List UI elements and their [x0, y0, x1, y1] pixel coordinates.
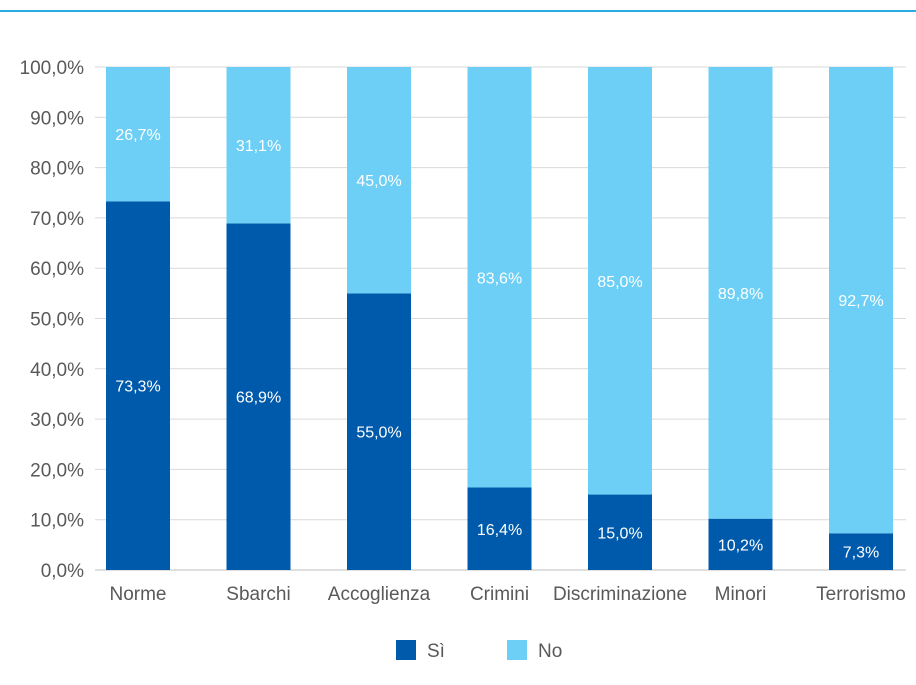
data-label: 68,9%	[236, 390, 281, 407]
bar-si	[588, 494, 652, 570]
data-label: 31,1%	[236, 138, 281, 155]
bar-no	[347, 67, 411, 294]
data-label: 92,7%	[838, 293, 883, 310]
y-tick-label: 20,0%	[30, 460, 84, 481]
bar-si	[467, 487, 532, 570]
bar-no	[467, 67, 532, 488]
legend-label-si: Sì	[427, 641, 445, 662]
bar-no	[226, 67, 291, 224]
y-tick-label: 10,0%	[30, 511, 84, 532]
y-tick-label: 80,0%	[30, 159, 84, 180]
data-label: 7,3%	[843, 545, 879, 562]
x-category-label: Crimini	[470, 584, 529, 605]
bar-no	[106, 67, 170, 202]
data-label: 45,0%	[356, 173, 401, 190]
y-tick-label: 0,0%	[41, 561, 84, 582]
data-label: 26,7%	[115, 127, 160, 144]
bar-no	[829, 67, 893, 534]
data-label: 83,6%	[477, 270, 522, 287]
top-rule	[0, 10, 916, 12]
legend-label-no: No	[538, 641, 562, 662]
y-tick-label: 100,0%	[20, 58, 85, 79]
y-tick-label: 70,0%	[30, 209, 84, 230]
x-category-label: Minori	[715, 584, 767, 605]
data-label: 16,4%	[477, 522, 522, 539]
data-label: 55,0%	[356, 425, 401, 442]
bar-si	[708, 518, 773, 570]
legend-swatch-si	[396, 640, 416, 660]
x-category-label: Norme	[109, 584, 166, 605]
x-category-label: Discriminazione	[553, 584, 687, 605]
data-label: 15,0%	[597, 525, 642, 542]
bar-si	[347, 293, 411, 570]
data-label: 85,0%	[597, 274, 642, 291]
y-tick-label: 40,0%	[30, 360, 84, 381]
y-tick-label: 60,0%	[30, 259, 84, 280]
bar-si	[226, 223, 291, 571]
y-tick-label: 90,0%	[30, 108, 84, 129]
y-axis: 0,0% 10,0% 20,0% 30,0% 40,0% 50,0% 60,0% 70,0% 8…	[20, 58, 85, 582]
x-category-label: Terrorismo	[816, 584, 906, 605]
bar-no	[708, 67, 773, 519]
legend: Sì No	[396, 640, 562, 662]
data-label: 73,3%	[115, 379, 160, 396]
x-axis: Norme Sbarchi Accoglienza Crimini Discrimina…	[109, 584, 905, 605]
bars: 73,3% 26,7% 68,9% 31,1% 55,0% 45,0% 16,4% 83,6%…	[106, 67, 893, 571]
data-label: 89,8%	[718, 286, 763, 303]
bar-no	[588, 67, 652, 495]
x-category-label: Sbarchi	[226, 584, 290, 605]
legend-swatch-no	[507, 640, 527, 660]
data-label: 10,2%	[718, 537, 763, 554]
y-tick-label: 30,0%	[30, 410, 84, 431]
y-tick-label: 50,0%	[30, 310, 84, 331]
x-category-label: Accoglienza	[328, 584, 431, 605]
bar-si	[829, 533, 893, 570]
bar-si	[106, 201, 170, 570]
